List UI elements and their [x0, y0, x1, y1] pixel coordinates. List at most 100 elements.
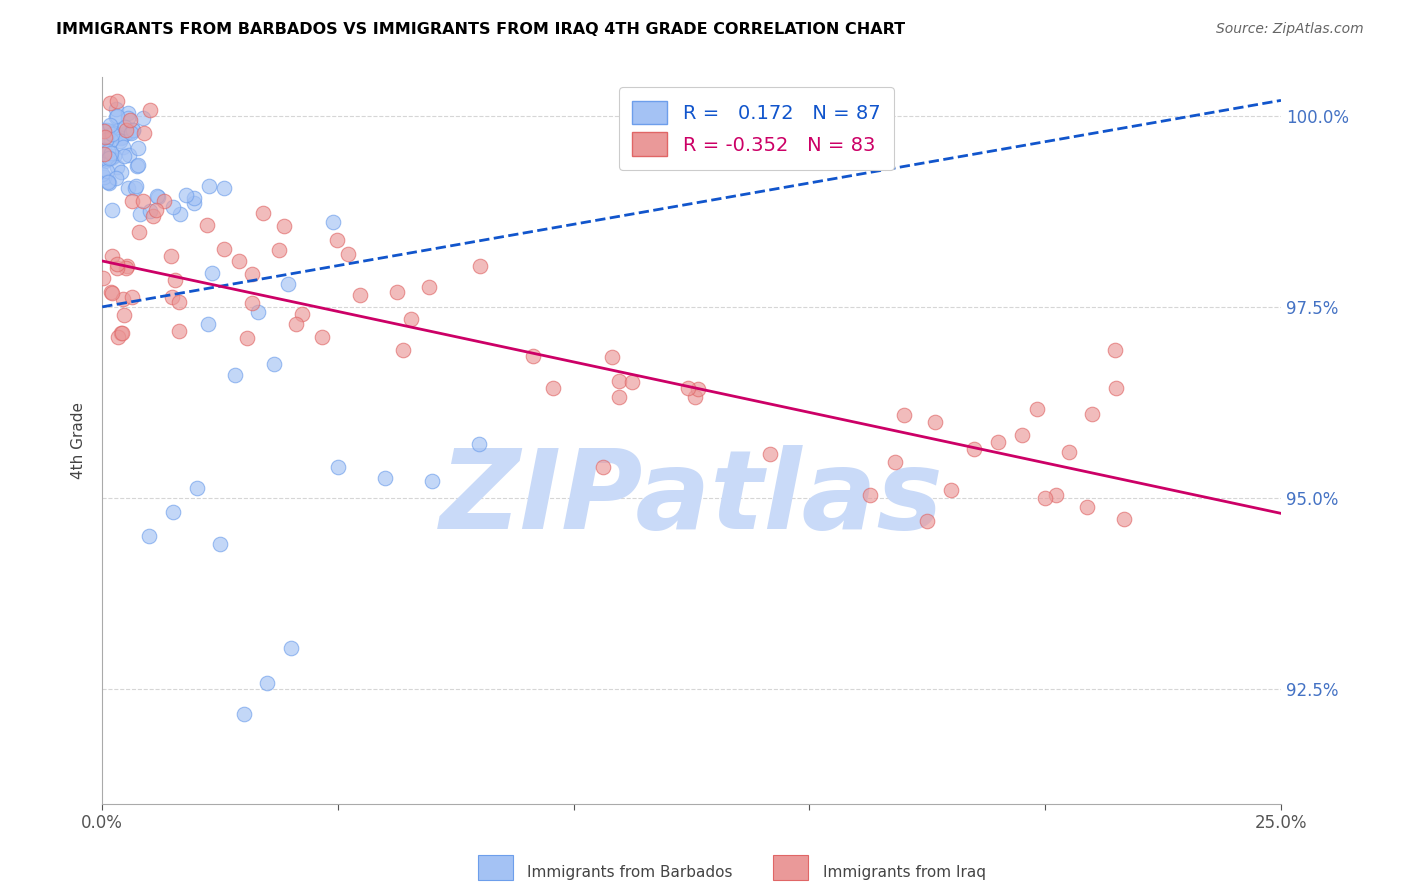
Point: [93, 124, 115, 138]
Point: [1033, 491, 1056, 505]
Y-axis label: 4th Grade: 4th Grade: [72, 402, 86, 479]
Point: [541, 382, 564, 396]
Point: [115, 126, 138, 140]
Point: [120, 125, 142, 139]
Point: [1112, 512, 1135, 526]
Point: [132, 126, 155, 140]
Point: [117, 148, 139, 162]
Point: [105, 109, 128, 123]
Point: [107, 257, 129, 271]
Point: [917, 514, 939, 528]
Point: [97, 145, 120, 159]
Point: [195, 218, 218, 232]
Point: [232, 706, 254, 721]
Point: [121, 194, 143, 209]
Point: [105, 161, 128, 175]
Point: [118, 112, 141, 127]
Point: [678, 381, 700, 395]
Point: [108, 134, 131, 148]
Point: [924, 415, 946, 429]
Point: [256, 675, 278, 690]
Point: [98, 151, 121, 165]
Point: [127, 160, 149, 174]
Point: [1045, 487, 1067, 501]
Point: [111, 129, 134, 144]
Point: [174, 188, 197, 202]
Point: [98, 176, 121, 190]
Point: [117, 181, 139, 195]
Point: [103, 126, 125, 140]
Point: [326, 460, 349, 475]
Point: [1025, 402, 1047, 417]
Point: [104, 171, 127, 186]
Point: [111, 140, 134, 154]
Point: [112, 309, 135, 323]
Point: [683, 390, 706, 404]
Point: [100, 285, 122, 299]
Point: [859, 488, 882, 502]
Point: [93, 129, 115, 144]
Point: [104, 111, 127, 125]
Point: [987, 434, 1010, 449]
Point: [186, 481, 208, 495]
Point: [198, 179, 221, 194]
Point: [115, 259, 138, 273]
Point: [399, 311, 422, 326]
Point: [592, 459, 614, 474]
Point: [132, 111, 155, 125]
Point: [101, 128, 124, 142]
Point: [111, 326, 134, 341]
Point: [600, 351, 623, 365]
Point: [138, 529, 160, 543]
Point: [93, 146, 115, 161]
Point: [139, 204, 162, 219]
Point: [101, 128, 124, 142]
Point: [101, 203, 124, 218]
Text: ZIPatlas: ZIPatlas: [440, 445, 943, 552]
Point: [145, 188, 167, 202]
Point: [228, 254, 250, 268]
Point: [163, 273, 186, 287]
Point: [110, 131, 132, 145]
Point: [224, 368, 246, 382]
Point: [117, 111, 139, 125]
Point: [112, 149, 135, 163]
Point: [392, 343, 415, 357]
Point: [91, 270, 114, 285]
Point: [167, 295, 190, 310]
Point: [100, 124, 122, 138]
Point: [183, 196, 205, 211]
Point: [240, 296, 263, 310]
Point: [91, 145, 114, 160]
Point: [105, 102, 128, 116]
Point: [101, 125, 124, 139]
Point: [114, 120, 136, 134]
Point: [522, 349, 544, 363]
Point: [686, 382, 709, 396]
Point: [939, 483, 962, 498]
Point: [100, 133, 122, 147]
Point: [100, 151, 122, 165]
Point: [121, 122, 143, 136]
Point: [242, 267, 264, 281]
Point: [97, 175, 120, 189]
Point: [160, 290, 183, 304]
Point: [108, 123, 131, 137]
Point: [162, 201, 184, 215]
Point: [1104, 343, 1126, 357]
Point: [153, 194, 176, 209]
Point: [884, 455, 907, 469]
Point: [607, 375, 630, 389]
Text: IMMIGRANTS FROM BARBADOS VS IMMIGRANTS FROM IRAQ 4TH GRADE CORRELATION CHART: IMMIGRANTS FROM BARBADOS VS IMMIGRANTS F…: [56, 22, 905, 37]
Point: [1081, 407, 1104, 421]
Point: [96, 163, 118, 178]
Point: [96, 123, 118, 137]
Point: [125, 179, 148, 194]
Point: [100, 145, 122, 160]
Point: [117, 105, 139, 120]
Point: [169, 207, 191, 221]
Point: [97, 174, 120, 188]
Point: [607, 390, 630, 404]
Point: [127, 141, 149, 155]
Text: Immigrants from Iraq: Immigrants from Iraq: [823, 865, 986, 880]
